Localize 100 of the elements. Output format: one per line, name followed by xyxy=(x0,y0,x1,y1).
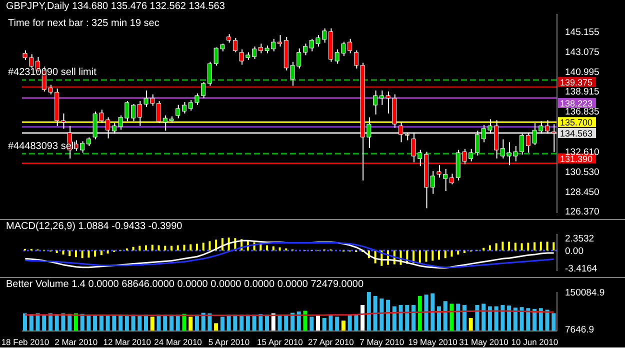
bar xyxy=(494,306,498,331)
bar xyxy=(552,242,555,250)
bar xyxy=(190,244,192,250)
bar xyxy=(62,250,64,255)
chart-title: MACD(12,26,9) 1.0884 -0.9433 -0.3990 xyxy=(6,221,182,232)
bar xyxy=(151,244,154,250)
bar xyxy=(272,246,274,250)
x-tick-label: 5 Apr 2010 xyxy=(208,337,250,348)
bar xyxy=(214,323,218,331)
y-tick-label: 136.835 xyxy=(565,106,600,118)
y-tick-label: 2.3532 xyxy=(565,234,594,245)
bar xyxy=(502,242,504,250)
bar xyxy=(546,242,548,250)
bar xyxy=(360,305,365,331)
bar xyxy=(456,304,460,331)
bar xyxy=(488,245,491,250)
bar xyxy=(145,245,148,250)
y-tick-label: 7646.9 xyxy=(565,324,594,336)
bar xyxy=(424,294,428,331)
x-tick-label: 31 May 2010 xyxy=(459,337,509,348)
y-tick-label: 145.155 xyxy=(565,27,600,38)
bar xyxy=(438,250,440,260)
annotation: Time for next bar : 325 min 19 sec xyxy=(8,18,160,29)
y-tick-label: 0.00 xyxy=(565,246,584,257)
chart-title: GBPJPY,Daily 134.680 135.476 132.562 134.563 xyxy=(6,1,225,12)
bar xyxy=(425,250,428,262)
bar xyxy=(303,310,308,331)
bar xyxy=(412,305,416,331)
bar xyxy=(507,306,512,331)
bar xyxy=(526,308,530,331)
bar xyxy=(500,305,505,331)
y-tick-label: 140.995 xyxy=(565,66,600,78)
y-tick-label: 128.450 xyxy=(565,186,600,198)
y-tick-label: 150084.9 xyxy=(565,287,605,298)
bar xyxy=(436,306,441,331)
bar xyxy=(462,305,466,331)
x-tick-label: 15 Apr 2010 xyxy=(257,337,304,348)
bar xyxy=(418,250,421,263)
x-tick-label: 2 Mar 2010 xyxy=(54,337,98,348)
bar xyxy=(202,242,204,250)
y-tick-label: 143.075 xyxy=(565,46,600,58)
bar xyxy=(532,308,537,331)
ref-line-label: 135.700 xyxy=(560,118,593,128)
candlestick xyxy=(551,124,556,152)
bar xyxy=(183,244,186,250)
bar xyxy=(150,316,154,331)
bar xyxy=(322,318,326,331)
bar xyxy=(158,245,160,250)
bar xyxy=(138,246,141,250)
bar xyxy=(545,310,550,331)
bar xyxy=(398,305,403,331)
x-tick-label: 24 Mar 2010 xyxy=(154,337,202,348)
y-tick-label: 130.530 xyxy=(565,166,600,178)
y-tick-label: 138.915 xyxy=(565,86,600,98)
bar xyxy=(164,246,166,250)
bar xyxy=(188,316,193,331)
bar xyxy=(514,242,516,250)
bar xyxy=(495,243,498,250)
bar xyxy=(74,250,77,258)
bar xyxy=(94,250,96,257)
bar xyxy=(443,301,448,331)
bar xyxy=(106,250,109,254)
y-tick-label: 126.370 xyxy=(565,206,600,218)
x-tick-label: 7 May 2010 xyxy=(360,337,404,348)
bar xyxy=(132,246,134,250)
bar xyxy=(457,250,460,255)
bar xyxy=(100,250,102,256)
bar xyxy=(475,305,480,331)
bar xyxy=(220,316,224,331)
bar xyxy=(513,308,518,331)
bar xyxy=(444,250,446,258)
ref-line-label: 138.223 xyxy=(560,98,593,108)
bar xyxy=(196,244,198,250)
x-tick-label: 12 Mar 2010 xyxy=(103,337,152,348)
bar xyxy=(341,320,346,331)
bar xyxy=(176,245,179,250)
bar xyxy=(450,304,454,331)
bar xyxy=(538,308,543,331)
bar xyxy=(482,248,485,250)
y-tick-label: -3.4164 xyxy=(565,263,598,274)
ref-line-label: 139.375 xyxy=(560,77,593,88)
bar xyxy=(42,314,46,331)
bar xyxy=(138,315,142,331)
bar xyxy=(450,250,453,257)
bar xyxy=(366,292,371,331)
bar xyxy=(534,242,536,250)
bar xyxy=(328,315,333,331)
bar xyxy=(266,245,268,250)
bar xyxy=(335,316,340,331)
bar xyxy=(373,296,378,331)
bar xyxy=(380,298,384,331)
bar xyxy=(468,318,473,331)
x-tick-label: 27 Apr 2010 xyxy=(308,337,354,348)
bar xyxy=(81,250,84,258)
bar xyxy=(520,307,524,331)
chart-title: Better Volume 1.4 0.0000 68646.0000 0.0000 0.0000 0.0000 0.0000 72479.0000 xyxy=(6,279,364,290)
bar xyxy=(418,296,422,331)
bar xyxy=(520,243,523,250)
bar xyxy=(488,306,492,331)
bar xyxy=(540,242,542,250)
